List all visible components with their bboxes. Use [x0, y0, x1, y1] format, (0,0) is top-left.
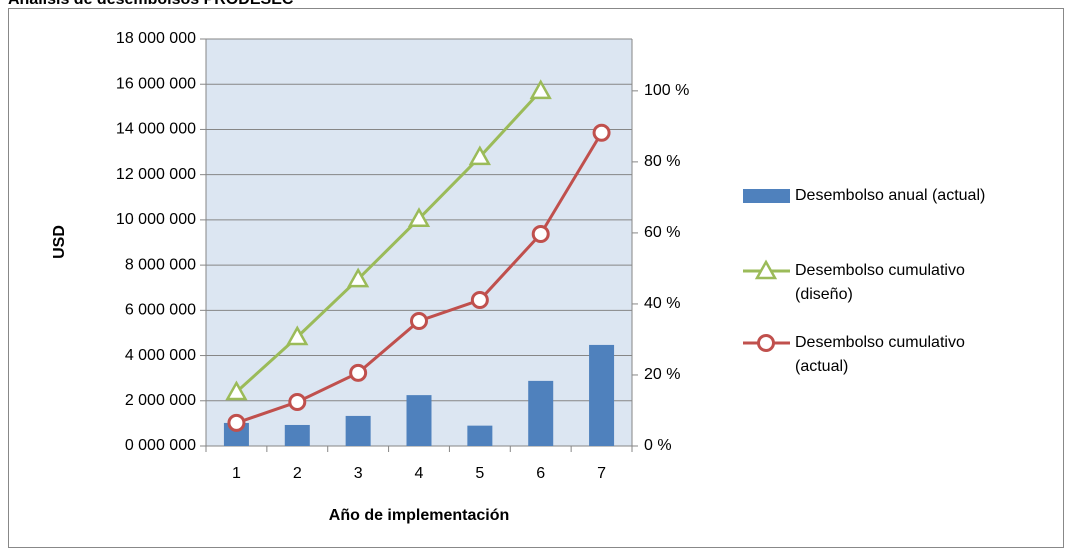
y2-tick-label: 80 %	[644, 153, 680, 170]
marker	[531, 224, 550, 243]
y-tick-label: 6 000 000	[125, 302, 196, 319]
y-tick-label: 8 000 000	[125, 256, 196, 273]
y2-tick-label: 0 %	[644, 437, 672, 454]
chart-title: Análisis de desembolsos PRODESEC	[8, 0, 294, 8]
y-tick-label: 4 000 000	[125, 347, 196, 364]
y-tick-label: 18 000 000	[116, 30, 196, 47]
legend-label: Desembolso cumulativo (diseño)	[795, 262, 965, 303]
bar	[345, 415, 371, 446]
marker	[470, 291, 489, 310]
legend-label: Desembolso anual (actual)	[795, 187, 986, 204]
legend-swatch	[743, 189, 790, 203]
y-tick-label: 14 000 000	[116, 121, 196, 138]
y-tick-label: 10 000 000	[116, 211, 196, 228]
marker	[349, 363, 368, 382]
marker	[225, 380, 248, 401]
y-axis-label: USD	[51, 225, 68, 259]
marker	[286, 325, 309, 346]
x-tick-label: 2	[293, 465, 302, 482]
y2-tick-label: 20 %	[644, 366, 680, 383]
bar	[284, 424, 310, 446]
marker	[288, 392, 307, 411]
x-tick-label: 5	[475, 465, 484, 482]
x-axis-label: Año de implementación	[329, 507, 509, 524]
bar	[528, 380, 554, 446]
x-tick-label: 6	[536, 465, 545, 482]
bar	[467, 425, 493, 446]
marker	[407, 207, 431, 227]
y2-tick-label: 60 %	[644, 224, 680, 241]
marker	[468, 145, 491, 166]
bar	[589, 344, 615, 446]
x-tick-label: 4	[415, 465, 424, 482]
x-tick-label: 7	[597, 465, 606, 482]
y-tick-label: 2 000 000	[125, 392, 196, 409]
y-tick-label: 16 000 000	[116, 75, 196, 92]
bar	[406, 395, 432, 446]
plot-area	[206, 39, 632, 446]
y-tick-label: 12 000 000	[116, 166, 196, 183]
marker	[529, 79, 552, 100]
legend-label: Desembolso cumulativo (actual)	[795, 334, 965, 375]
line	[235, 89, 542, 394]
marker	[592, 123, 611, 142]
legend-marker	[754, 259, 778, 280]
y2-tick-label: 40 %	[644, 295, 680, 312]
marker	[410, 311, 428, 330]
legend-marker	[757, 334, 775, 352]
y-tick-label: 0 000 000	[125, 437, 196, 454]
x-tick-label: 1	[232, 465, 241, 482]
marker	[347, 267, 370, 288]
x-tick-label: 3	[354, 465, 363, 482]
marker	[227, 413, 246, 432]
y2-tick-label: 100 %	[644, 82, 689, 99]
